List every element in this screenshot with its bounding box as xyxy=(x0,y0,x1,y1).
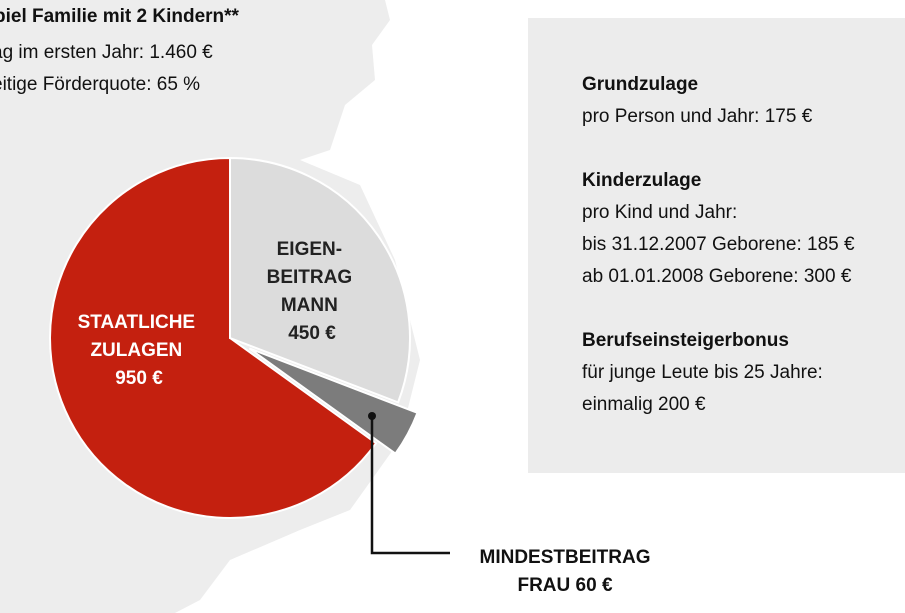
info-line: pro Kind und Jahr: xyxy=(582,202,738,223)
info-title-grundzulage: Grundzulage xyxy=(582,74,699,95)
label-staatliche-line-2: ZULAGEN xyxy=(90,340,182,361)
info-section-berufseinsteigerbonus: Berufseinsteigerbonus für junge Leute bi… xyxy=(582,325,823,421)
info-line: für junge Leute bis 25 Jahre: xyxy=(582,362,823,383)
pie-slice-staatliche-zulagen xyxy=(49,156,378,519)
callout-mindestbeitrag: MINDESTBEITRAG FRAU 60 € xyxy=(440,544,690,600)
pie-slice-mindestbeitrag-frau xyxy=(248,347,419,456)
label-eigen-value: 450 € xyxy=(288,323,336,344)
info-line: pro Person und Jahr: 175 € xyxy=(582,106,813,127)
callout-line-2: FRAU 60 € xyxy=(517,575,613,596)
callout-line-1: MINDESTBEITRAG xyxy=(479,547,651,568)
label-staatliche-line-1: STAATLICHE xyxy=(78,312,196,333)
label-eigen-line-2: BEITRAG xyxy=(267,267,353,288)
info-title-berufseinsteigerbonus: Berufseinsteigerbonus xyxy=(582,330,789,351)
callout-dot xyxy=(368,412,376,420)
info-section-kinderzulage: Kinderzulage pro Kind und Jahr: bis 31.1… xyxy=(582,165,855,293)
info-title-kinderzulage: Kinderzulage xyxy=(582,170,702,191)
label-eigen-line-3: MANN xyxy=(281,295,338,316)
label-eigenbeitrag-mann: EIGEN- BEITRAG MANN 450 € xyxy=(267,239,358,344)
info-line: ab 01.01.2008 Geborene: 300 € xyxy=(582,266,852,287)
info-section-grundzulage: Grundzulage pro Person und Jahr: 175 € xyxy=(582,69,812,133)
pie-slice-eigenbeitrag-mann xyxy=(229,156,411,404)
label-staatliche-zulagen: STAATLICHE ZULAGEN 950 € xyxy=(78,312,201,389)
label-staatliche-value: 950 € xyxy=(115,368,163,389)
subtitle-line-2: eitige Förderquote: 65 % xyxy=(0,74,201,95)
info-line: bis 31.12.2007 Geborene: 185 € xyxy=(582,234,855,255)
info-box: Grundzulage pro Person und Jahr: 175 € K… xyxy=(528,18,905,473)
label-eigen-line-1: EIGEN- xyxy=(277,239,342,260)
subtitle-line-1: ag im ersten Jahr: 1.460 € xyxy=(0,42,213,63)
callout-leader-line xyxy=(370,416,450,555)
info-line: einmalig 200 € xyxy=(582,394,706,415)
chart-heading: piel Familie mit 2 Kindern** xyxy=(0,6,239,27)
